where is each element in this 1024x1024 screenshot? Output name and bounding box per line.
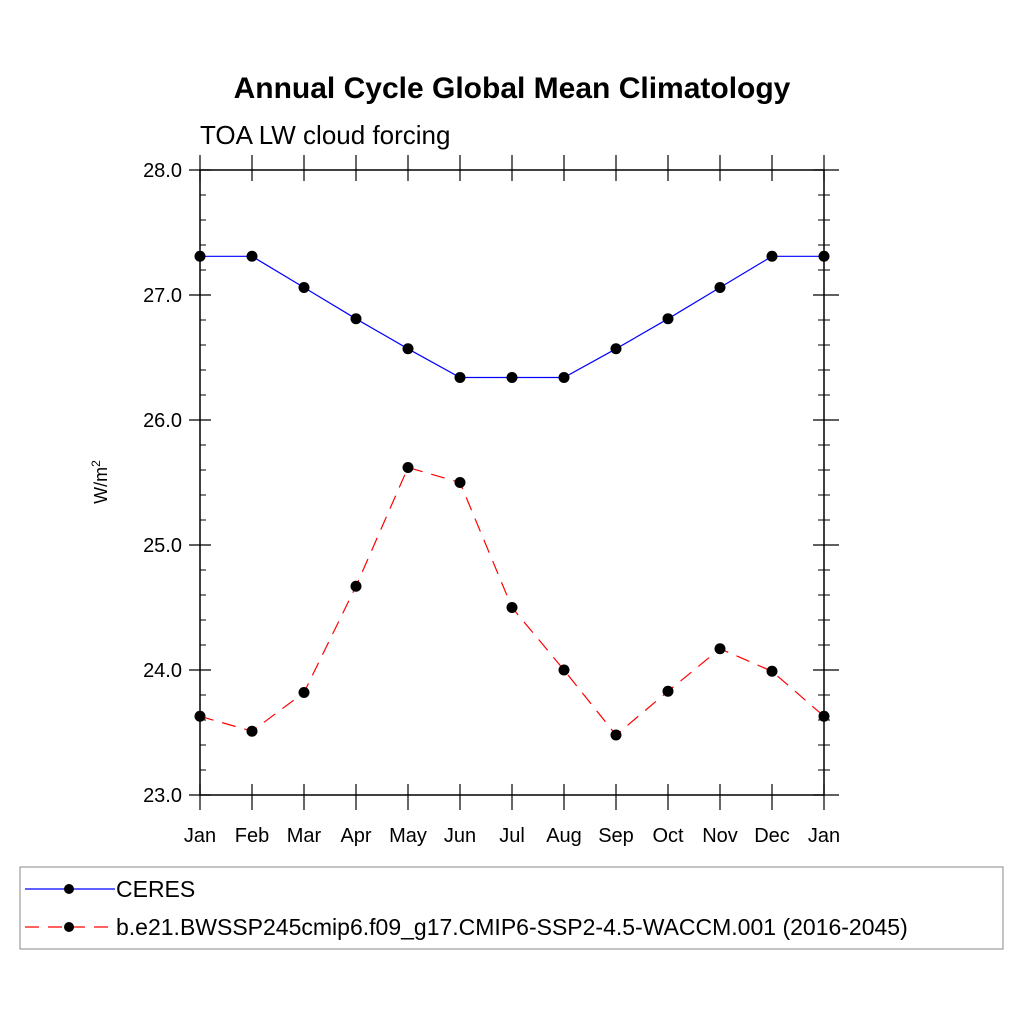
series-points (194, 250, 830, 741)
x-tick-label: Feb (235, 825, 269, 847)
series-0-point-apr (350, 313, 362, 325)
x-tick-label: Dec (754, 825, 790, 847)
y-axis-label: W/m2 (89, 460, 111, 504)
series-1-point-jul (506, 602, 518, 613)
series-1-point-jun (454, 477, 466, 488)
y-tick-labels: 23.0 24.0 25.0 26.0 27.0 28.0 (143, 160, 182, 807)
series-1-point-feb (246, 725, 258, 737)
legend-entry-ceres: CERES (25, 876, 195, 902)
legend-waccm-label: b.e21.BWSSP245cmip6.f09_g17.CMIP6-SSP2-4… (116, 914, 908, 940)
legend-ceres-label: CERES (116, 876, 195, 902)
series-1-point-nov (714, 643, 726, 655)
x-tick-label: Mar (287, 825, 322, 847)
series-0-point-dec (766, 250, 778, 262)
y-tick-label: 23.0 (143, 785, 182, 807)
svg-text:W/m2: W/m2 (89, 460, 111, 504)
series-line-0 (200, 255, 824, 379)
series-1-point-mar (298, 687, 310, 698)
plot-frame (199, 169, 825, 796)
x-tick-label: Jan (184, 825, 216, 847)
y-tick-label: 24.0 (143, 660, 182, 682)
series-0-point-may (402, 343, 414, 355)
legend-entry-waccm: b.e21.BWSSP245cmip6.f09_g17.CMIP6-SSP2-4… (25, 914, 908, 940)
series-0-point-sep (610, 343, 622, 355)
series-1-point-apr (350, 580, 362, 592)
y-tick-label: 27.0 (143, 285, 182, 307)
series-line-1 (199, 466, 825, 736)
x-tick-label: Sep (598, 825, 634, 847)
y-tick-label: 26.0 (143, 410, 182, 432)
series-lines (199, 255, 825, 736)
x-tick-label: Apr (340, 825, 371, 847)
x-tick-label: May (389, 825, 427, 847)
series-0-point-jan (194, 250, 206, 262)
x-tick-label: Jan (808, 825, 840, 847)
y-tick-label: 25.0 (143, 535, 182, 557)
series-0-point-jan (818, 250, 830, 262)
series-1-point-jan (194, 710, 206, 722)
y-axis-label-superscript: 2 (89, 460, 103, 467)
legend-box (19, 866, 1004, 950)
y-axis-label-text: W/m (91, 467, 111, 504)
x-tick-label: Jul (499, 825, 525, 847)
series-0-point-nov (714, 282, 726, 293)
series-1-point-sep (610, 729, 622, 741)
series-1-point-may (402, 462, 414, 473)
series-1-point-aug (558, 664, 570, 676)
axis-ticks (189, 155, 839, 810)
x-tick-label: Aug (546, 825, 582, 847)
x-tick-label: Nov (702, 825, 738, 847)
x-tick-label: Oct (652, 825, 684, 847)
y-tick-label: 28.0 (143, 160, 182, 182)
series-0-point-mar (298, 282, 310, 293)
chart-title: Annual Cycle Global Mean Climatology (234, 72, 791, 105)
series-0-point-aug (558, 372, 570, 383)
series-1-point-jan (818, 710, 830, 722)
legend-ceres-marker (64, 884, 74, 894)
series-0-point-oct (662, 313, 674, 325)
series-1-point-oct (662, 685, 674, 697)
x-tick-label: Jun (444, 825, 476, 847)
legend-waccm-marker (64, 922, 74, 932)
series-0-point-jun (454, 372, 466, 383)
series-0-point-feb (246, 250, 258, 262)
series-1-point-dec (766, 665, 778, 677)
chart-subtitle: TOA LW cloud forcing (200, 120, 450, 150)
x-tick-labels: Jan Feb Mar Apr May Jun Jul Aug Sep Oct Nov Dec Jan (184, 825, 840, 847)
series-0-point-jul (506, 372, 518, 383)
